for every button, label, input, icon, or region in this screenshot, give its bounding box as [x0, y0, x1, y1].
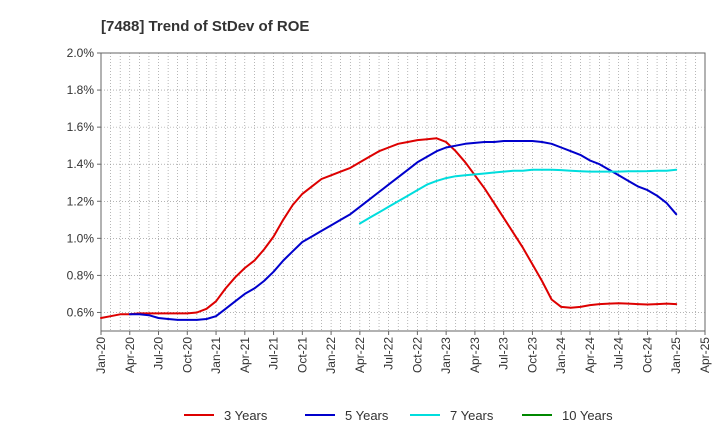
- y-tick-label: 1.8%: [67, 83, 95, 97]
- legend-label: 3 Years: [224, 408, 268, 423]
- x-tick-label: Oct-20: [180, 337, 194, 373]
- y-tick-label: 0.6%: [67, 305, 95, 319]
- x-tick-label: Apr-22: [353, 337, 367, 373]
- series-line-3-years: [100, 137, 678, 319]
- y-tick-label: 2.0%: [67, 46, 95, 60]
- y-tick-label: 1.2%: [67, 194, 95, 208]
- series-lines: [100, 137, 678, 321]
- x-tick-label: Jan-24: [554, 337, 568, 374]
- x-tick-label: Jan-21: [209, 337, 223, 374]
- y-tick-label: 1.6%: [67, 120, 95, 134]
- x-tick-label: Jan-23: [439, 337, 453, 374]
- x-axis-tick-labels: Jan-20 Apr-20 Jul-20 Oct-20 Jan-21 Apr-21 Jul-…: [94, 331, 712, 374]
- x-tick-label: Apr-23: [468, 337, 482, 373]
- x-tick-label: Jul-23: [497, 337, 511, 370]
- x-tick-label: Jan-25: [669, 337, 683, 374]
- x-tick-label: Apr-21: [238, 337, 252, 373]
- x-tick-label: Oct-22: [410, 337, 424, 373]
- x-tick-label: Jul-21: [267, 337, 281, 370]
- series-line-7-years: [358, 168, 678, 225]
- y-tick-label: 1.4%: [67, 157, 95, 171]
- legend-label: 5 Years: [345, 408, 389, 423]
- plot-area: [100, 52, 706, 332]
- x-tick-label: Jan-22: [324, 337, 338, 374]
- x-tick-label: Apr-24: [583, 337, 597, 373]
- x-tick-label: Oct-24: [640, 337, 654, 373]
- y-tick-label: 1.0%: [67, 231, 95, 245]
- y-axis-tick-labels: 0.6% 0.8% 1.0% 1.2% 1.4% 1.6% 1.8% 2.0%: [67, 46, 101, 319]
- x-tick-label: Jan-20: [94, 337, 108, 374]
- chart-title: [7488] Trend of StDev of ROE: [101, 18, 309, 35]
- y-tick-label: 0.8%: [67, 268, 95, 282]
- legend-label: 7 Years: [450, 408, 494, 423]
- x-tick-label: Oct-23: [525, 337, 539, 373]
- series-line-5-years: [128, 140, 678, 321]
- legend-label: 10 Years: [562, 408, 613, 423]
- legend: 3 Years 5 Years 7 Years 10 Years: [184, 408, 613, 423]
- x-tick-label: Jul-22: [382, 337, 396, 370]
- x-tick-label: Oct-21: [295, 337, 309, 373]
- x-tick-label: Apr-20: [123, 337, 137, 373]
- x-tick-label: Apr-25: [698, 337, 712, 373]
- x-tick-label: Jul-24: [612, 337, 626, 370]
- vertical-gridlines: [110, 53, 696, 331]
- x-tick-label: Jul-20: [152, 337, 166, 370]
